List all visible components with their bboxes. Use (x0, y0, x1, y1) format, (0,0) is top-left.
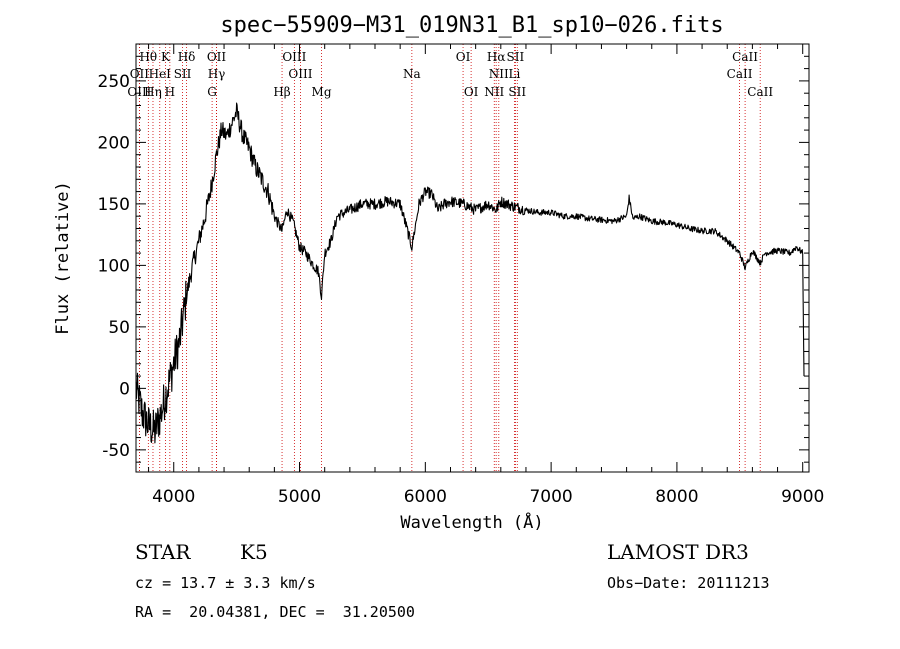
spectral-line-label: SII (174, 67, 192, 81)
spectral-line-label: HeI (149, 67, 172, 81)
spectral-line-label: OII (130, 67, 150, 81)
spectral-line-label: CaII (727, 67, 753, 81)
spectral-line-label: Mg (312, 85, 332, 99)
x-tick-label: 4000 (152, 487, 195, 507)
y-tick-label: 250 (98, 72, 130, 92)
spectral-line-label: CaII (732, 50, 758, 64)
spectral-line-label: H (165, 85, 175, 99)
y-tick-label: 200 (98, 133, 130, 153)
coordinates-readout: RA = 20.04381, DEC = 31.20500 (135, 603, 415, 621)
spectral-line-label: SII (508, 85, 526, 99)
spectral-line-label: OII (207, 50, 227, 64)
spectrum-line (135, 102, 805, 444)
observation-date: Obs−Date: 20111213 (607, 574, 770, 592)
x-tick-label: 5000 (278, 487, 321, 507)
spectral-line-label: SII (507, 50, 525, 64)
y-axis-label: Flux (relative) (53, 181, 73, 335)
spectral-line-markers (138, 44, 761, 472)
spectral-line-label: Hη (144, 85, 162, 99)
y-tick-label: 0 (119, 379, 130, 399)
x-tick-label: 8000 (655, 487, 698, 507)
spectral-line-label: Hα (487, 50, 506, 64)
spectral-line-label: NII (489, 67, 509, 81)
plot-frame (135, 43, 810, 473)
redshift-readout: cz = 13.7 ± 3.3 km/s (135, 574, 316, 592)
spectral-line-label: Hδ (178, 50, 196, 64)
chart-title: spec−55909−M31_019N31_B1_sp10−026.fits (220, 13, 723, 38)
y-tick-label: 50 (108, 318, 130, 338)
spectral-line-label: G (207, 85, 217, 99)
spectral-line-label: NII (484, 85, 504, 99)
spectral-line-label: OIII (282, 50, 306, 64)
spectral-subclass: K5 (240, 540, 268, 564)
x-tick-label: 7000 (529, 487, 572, 507)
x-tick-label: 6000 (404, 487, 447, 507)
spectrum-series (135, 102, 805, 444)
y-axis: -50 0 50 100 150 200 250 (98, 55, 809, 463)
spectral-line-label: K (161, 50, 171, 64)
spectral-line-label: Li (508, 67, 520, 81)
x-axis-label: Wavelength (Å) (400, 511, 543, 533)
x-tick-label: 9000 (781, 487, 824, 507)
survey-name: LAMOST DR3 (607, 540, 749, 564)
y-tick-label: 100 (98, 256, 130, 276)
spectral-line-label: OIII (288, 67, 312, 81)
y-tick-label: 150 (98, 195, 130, 215)
spectral-line-label: OI (456, 50, 471, 64)
x-axis: 4000 5000 6000 7000 8000 9000 (148, 44, 824, 507)
spectral-line-label: Hγ (208, 67, 226, 81)
spectral-line-label: CaII (747, 85, 773, 99)
object-class: STAR (135, 540, 191, 564)
spectral-line-label: OI (464, 85, 479, 99)
spectral-line-label: Hβ (273, 85, 290, 99)
spectral-line-label: OIII (127, 85, 151, 99)
spectral-line-label: Na (403, 67, 421, 81)
spectral-line-label: Hθ (139, 50, 157, 64)
y-tick-label: -50 (102, 441, 130, 461)
